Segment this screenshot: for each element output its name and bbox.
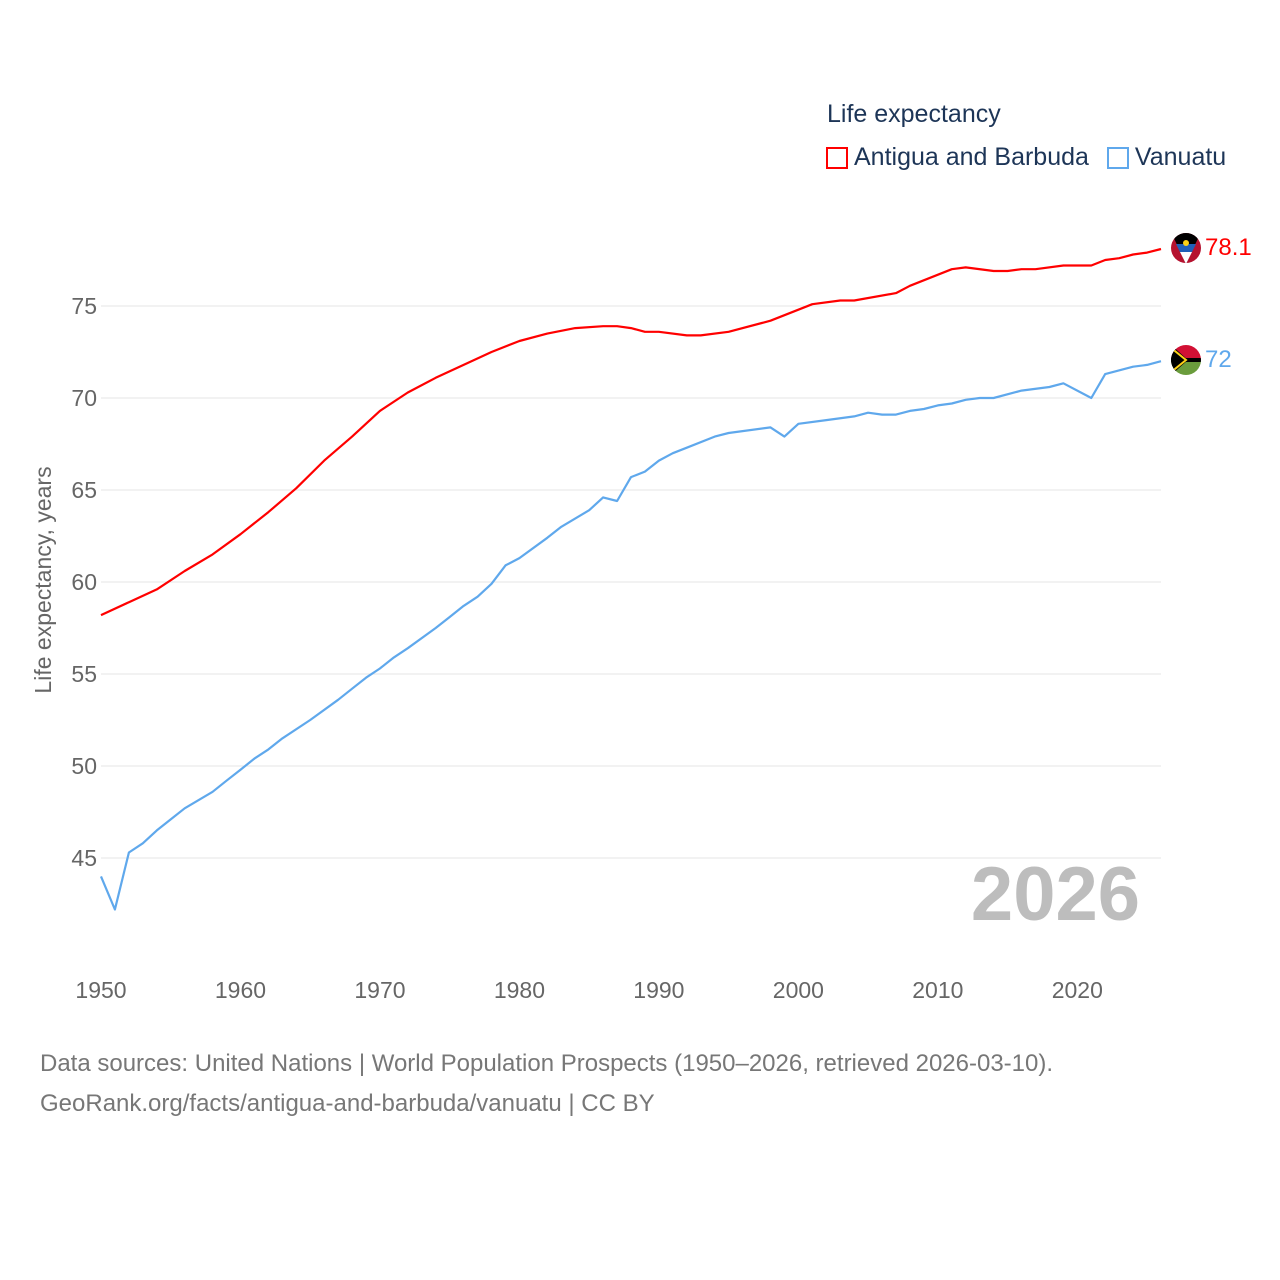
x-tick-label: 1950 — [75, 977, 126, 1003]
x-tick-label: 2010 — [912, 977, 963, 1003]
y-tick-label: 75 — [71, 293, 97, 319]
legend: Antigua and Barbuda Vanuatu — [826, 143, 1226, 172]
series-line-vanuatu — [99, 360, 1162, 911]
y-tick-label: 55 — [71, 661, 97, 687]
y-axis-label: Life expectancy, years — [30, 466, 56, 693]
x-tick-label: 1980 — [494, 977, 545, 1003]
end-label-vanuatu: 72 — [1205, 346, 1232, 373]
data-source-text: Data sources: United Nations | World Pop… — [40, 1050, 1054, 1077]
legend-swatch — [1106, 146, 1129, 169]
x-tick-label: 1970 — [354, 977, 405, 1003]
y-tick-label: 70 — [71, 385, 97, 411]
vanuatu-flag-icon — [1171, 345, 1201, 375]
y-tick-label: 45 — [71, 845, 97, 871]
y-tick-label: 50 — [71, 753, 97, 779]
footer: Data sources: United Nations | World Pop… — [40, 1044, 1053, 1124]
antigua-flag-icon — [1171, 233, 1201, 263]
y-tick-label: 60 — [71, 569, 97, 595]
end-label-antigua: 78.1 — [1205, 234, 1252, 261]
current-year-watermark: 2026 — [971, 852, 1140, 937]
legend-title: Life expectancy — [827, 100, 1001, 128]
x-tick-label: 2000 — [773, 977, 824, 1003]
source-url-text: GeoRank.org/facts/antigua-and-barbuda/va… — [40, 1090, 655, 1117]
legend-label: Antigua and Barbuda — [854, 143, 1089, 171]
legend-swatch — [826, 146, 848, 169]
x-tick-label: 1960 — [215, 977, 266, 1003]
series-line-antigua-and-barbuda — [100, 247, 1162, 617]
x-tick-label: 1990 — [633, 977, 684, 1003]
legend-item-vanuatu[interactable]: Vanuatu — [1106, 143, 1227, 172]
legend-item-antigua[interactable]: Antigua and Barbuda — [826, 143, 1089, 172]
y-tick-label: 65 — [71, 477, 97, 503]
legend-label: Vanuatu — [1134, 143, 1227, 171]
x-tick-label: 2020 — [1052, 977, 1103, 1003]
